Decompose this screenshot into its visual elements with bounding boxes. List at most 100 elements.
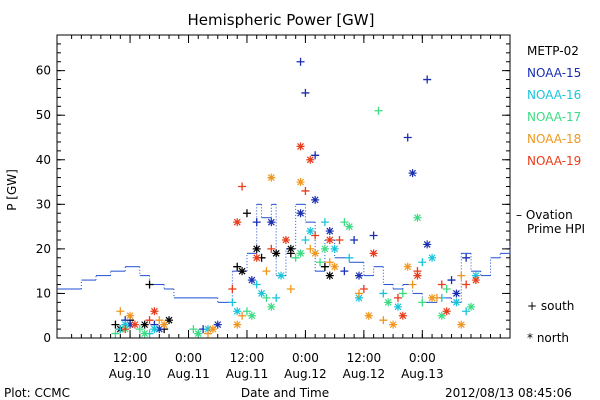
south-point [228,284,237,293]
north-point [208,325,217,334]
south-point [135,325,144,334]
north-point [345,222,354,231]
north-point [121,320,130,329]
legend-entry: NOAA-18 [527,132,581,146]
footer-plot-source: Plot: CCMC [4,386,70,400]
legend-entry: NOAA-15 [527,66,581,80]
south-point [111,320,120,329]
north-point [233,218,242,227]
data-points [111,57,480,338]
south-point [242,209,251,218]
legend-entry: NOAA-16 [527,88,581,102]
legend-entry: METP-02 [527,44,579,58]
y-axis: 0 10 20 30 40 50 60 [36,34,510,345]
north-point [413,271,422,280]
north-point [398,311,407,320]
north-point [281,235,290,244]
south-point [311,151,320,160]
north-point [296,249,305,258]
south-point [335,235,344,244]
south-point [286,284,295,293]
ovation-label-line1: – Ovation [516,208,573,222]
north-point [306,155,315,164]
north-point [384,298,393,307]
south-point [457,271,466,280]
south-point [340,267,349,276]
north-point [364,311,373,320]
y-tick-label: 30 [36,197,51,211]
north-point [457,320,466,329]
north-point [150,307,159,316]
north-point [252,253,261,262]
north-point [320,244,329,253]
south-point [267,244,276,253]
x-tick-time: 0:00 [409,351,436,365]
plot-frame [56,34,511,339]
north-point [330,244,339,253]
south-point [301,186,310,195]
south-point [379,289,388,298]
north-point [471,271,480,280]
y-tick-label: 50 [36,108,51,122]
south-point [238,311,247,320]
south-point [121,325,130,334]
north-point [126,320,135,329]
south-point [204,329,212,338]
chart-title: Hemispheric Power [GW] [188,11,375,29]
x-tick-date: Aug.12 [343,367,386,381]
north-point [467,302,476,311]
x-tick-date: Aug.10 [109,367,152,381]
south-point [242,307,251,316]
north-point [452,298,461,307]
south-point [408,280,417,289]
north-point [286,244,295,253]
x-tick-time: 0:00 [292,351,319,365]
north-point [130,320,139,329]
north-point [408,169,417,178]
north-point [306,227,315,236]
south-point [145,280,154,289]
north-point [140,320,149,329]
south-point [325,258,334,267]
south-point [320,218,329,227]
north-point [165,316,174,325]
south-point [233,262,242,271]
north-point [252,244,261,253]
north-point [296,142,305,151]
north-point [437,311,446,320]
north-point [140,329,149,338]
south-point [238,182,247,191]
north-point [150,325,159,334]
north-point [194,329,203,338]
south-point [311,231,320,240]
north-point [126,311,135,320]
north-point [155,325,164,334]
south-point [291,253,300,262]
x-tick-time: 12:00 [347,351,382,365]
south-marker-legend: + south [527,299,574,313]
south-point [462,280,471,289]
north-point [267,302,276,311]
south-point [189,325,198,334]
north-point [247,311,256,320]
south-point [345,253,354,262]
south-point [379,316,388,325]
south-point [296,57,305,66]
x-axis: 12:00 Aug.10 0:00 Aug.11 12:00 Aug.11 0:00 Aug.… [71,35,511,381]
north-point [330,262,339,271]
north-point [428,293,437,302]
south-point [369,231,378,240]
y-axis-label: P [GW] [5,169,19,211]
south-point [252,280,261,289]
north-point [325,235,334,244]
south-point [350,235,359,244]
north-point [355,293,363,302]
north-point [247,276,256,285]
south-point [437,280,446,289]
north-point [277,271,286,280]
x-tick-time: 12:00 [230,351,265,365]
x-tick-time: 12:00 [113,351,148,365]
north-point [355,271,363,280]
north-point [403,262,412,271]
